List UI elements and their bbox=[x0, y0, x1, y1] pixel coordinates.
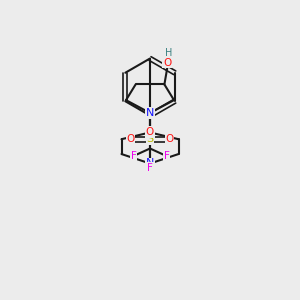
Text: O: O bbox=[146, 127, 154, 137]
Text: N: N bbox=[146, 158, 154, 169]
Text: F: F bbox=[147, 163, 153, 173]
Text: N: N bbox=[146, 108, 154, 118]
Text: H: H bbox=[165, 48, 172, 58]
Text: F: F bbox=[130, 151, 136, 161]
Text: O: O bbox=[126, 134, 135, 145]
Text: S: S bbox=[146, 134, 154, 145]
Text: O: O bbox=[165, 134, 174, 145]
Text: F: F bbox=[164, 151, 169, 161]
Text: O: O bbox=[163, 58, 172, 68]
